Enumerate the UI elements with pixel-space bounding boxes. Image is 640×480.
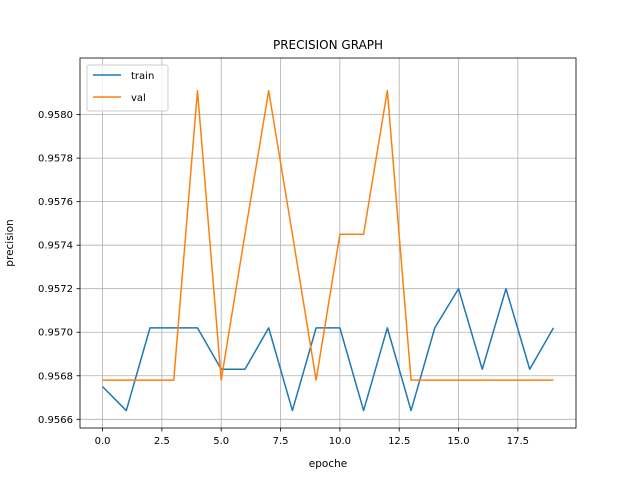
y-tick-label: 0.9574 — [38, 241, 73, 252]
legend-box — [86, 64, 169, 112]
x-tick-label: 5.0 — [213, 436, 229, 447]
x-tick-label: 10.0 — [329, 436, 351, 447]
y-tick-label: 0.9580 — [38, 110, 73, 121]
y-axis-title: precision — [4, 219, 16, 266]
x-tick-label: 15.0 — [447, 436, 469, 447]
x-tick-label: 0.0 — [95, 436, 111, 447]
y-tick-label: 0.9568 — [38, 371, 73, 382]
x-axis-title: epoche — [309, 458, 347, 470]
legend: train val — [86, 64, 169, 112]
axis-ticks: 0.0 2.5 5.0 7.5 10.0 12.5 15.0 17.5 0.9566 0.9568… — [38, 110, 529, 447]
x-tick-label: 12.5 — [388, 436, 410, 447]
y-tick-label: 0.9578 — [38, 154, 73, 165]
x-tick-label: 7.5 — [273, 436, 289, 447]
legend-label-train: train — [131, 71, 154, 82]
chart-title: PRECISION GRAPH — [273, 38, 383, 52]
series-lines — [102, 89, 555, 412]
y-tick-label: 0.9572 — [38, 284, 73, 295]
legend-label-val: val — [131, 93, 146, 104]
x-tick-label: 2.5 — [154, 436, 170, 447]
y-tick-label: 0.9570 — [38, 328, 73, 339]
plot-area-frame — [79, 57, 577, 429]
y-tick-label: 0.9576 — [38, 197, 73, 208]
series-line-val — [102, 89, 554, 381]
y-tick-label: 0.9566 — [38, 415, 73, 426]
x-tick-label: 17.5 — [507, 436, 529, 447]
